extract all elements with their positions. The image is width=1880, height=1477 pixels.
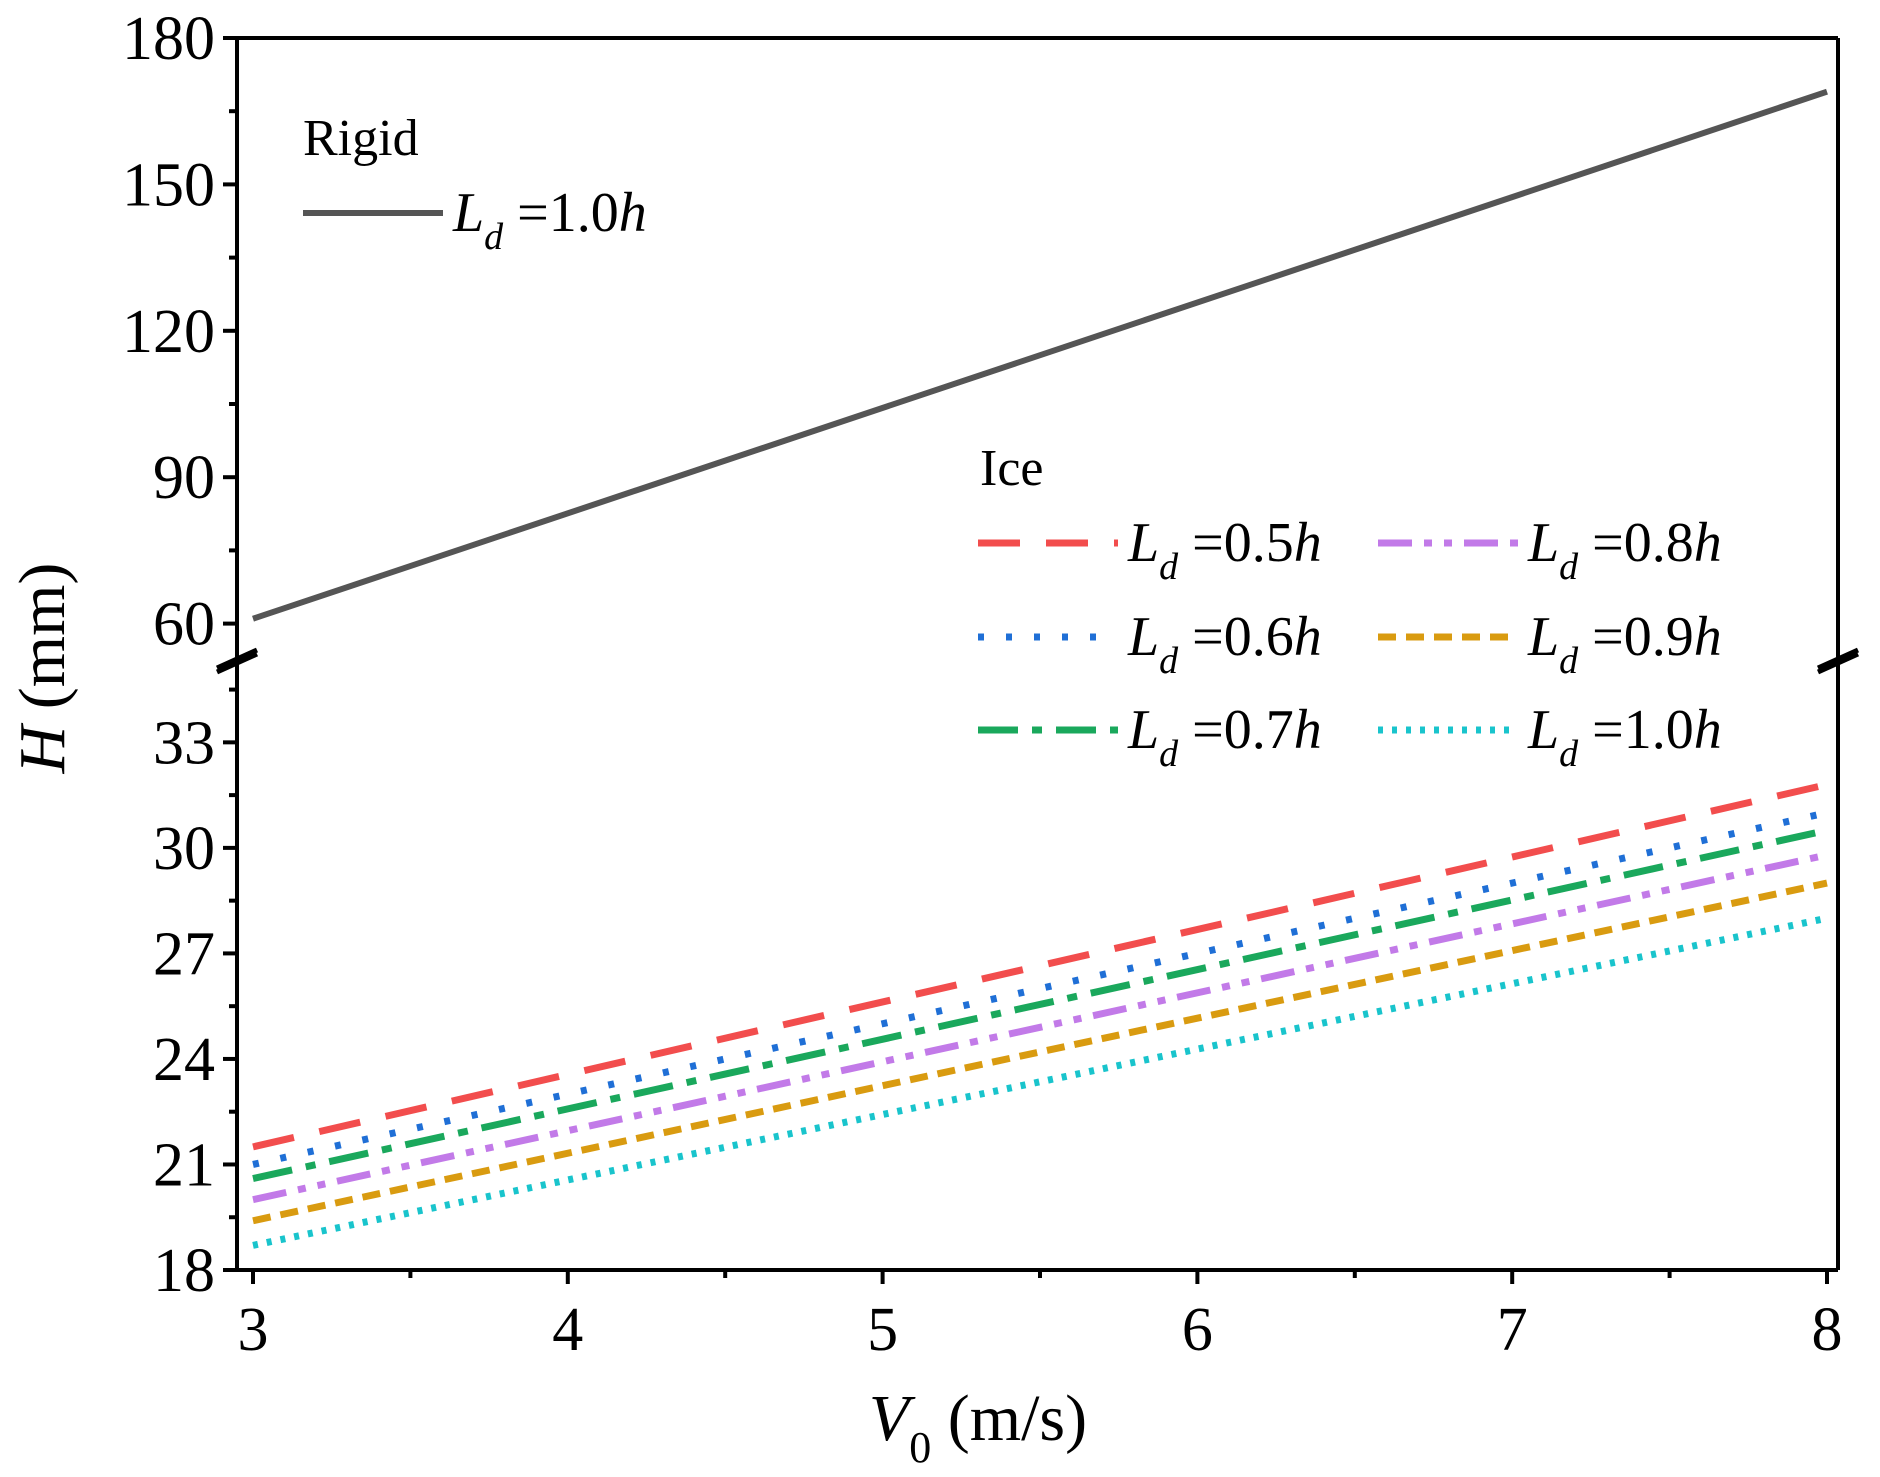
legend: Rigid Ice Ld =1.0h Ld =0.5h Ld =0.6h Ld =0.7h… [303,110,1722,775]
legend-label-rigid: Ld =1.0h [452,182,647,258]
y-tick-label: 120 [122,298,215,366]
legend-title-rigid: Rigid [303,110,419,167]
y-tick-label: 21 [153,1131,215,1199]
y-tick-label: 150 [122,151,215,219]
y-tick-label: 90 [153,444,215,512]
legend-entry-ice09: Ld =0.9h [1378,606,1722,682]
x-tick-label: 5 [867,1296,898,1364]
series-line-ice09 [252,879,1828,1225]
legend-entry-ice05: Ld =0.5h [978,512,1322,588]
legend-label-ice10: Ld =1.0h [1527,699,1722,775]
series-line-rigid [252,88,1828,622]
axis-break-right [1816,647,1860,675]
series-line-ice07 [252,826,1828,1182]
legend-label-ice05: Ld =0.5h [1127,512,1322,588]
y-tick-label: 18 [153,1237,215,1305]
series-line-ice08 [252,851,1828,1204]
legend-entry-ice07: Ld =0.7h [978,699,1322,775]
series-line-ice10 [252,914,1828,1249]
legend-label-ice08: Ld =0.8h [1527,512,1722,588]
y-tick-label: 60 [153,591,215,659]
y-tick-label: 27 [153,920,215,988]
y-axis-title: H (mm) [6,563,79,775]
series-layer [252,88,1828,1249]
x-tick-label: 7 [1497,1296,1528,1364]
legend-entry-ice10: Ld =1.0h [1378,699,1722,775]
y-tick-label: 24 [153,1026,215,1094]
legend-entry-ice08: Ld =0.8h [1378,512,1722,588]
legend-title-ice: Ice [980,440,1043,497]
axis-break-left [215,647,259,675]
y-tick-label: 30 [153,815,215,883]
legend-label-ice09: Ld =0.9h [1527,606,1722,682]
x-tick-label: 3 [238,1296,269,1364]
series-line-ice06 [252,809,1828,1168]
legend-label-ice07: Ld =0.7h [1127,699,1322,775]
legend-label-ice06: Ld =0.6h [1127,606,1322,682]
ticks-layer: 3 4 5 6 7 8 18 21 24 27 30 33 60 90 120 150 180 [122,5,1843,1364]
axes [215,36,1860,1272]
x-tick-label: 8 [1812,1296,1843,1364]
y-tick-label: 33 [153,709,215,777]
x-axis-title: V0 (m/s) [869,1382,1087,1472]
y-tick-label: 180 [122,5,215,73]
x-tick-label: 6 [1182,1296,1213,1364]
legend-entry-rigid: Ld =1.0h [303,182,647,258]
legend-entry-ice06: Ld =0.6h [978,606,1322,682]
x-tick-label: 4 [552,1296,583,1364]
